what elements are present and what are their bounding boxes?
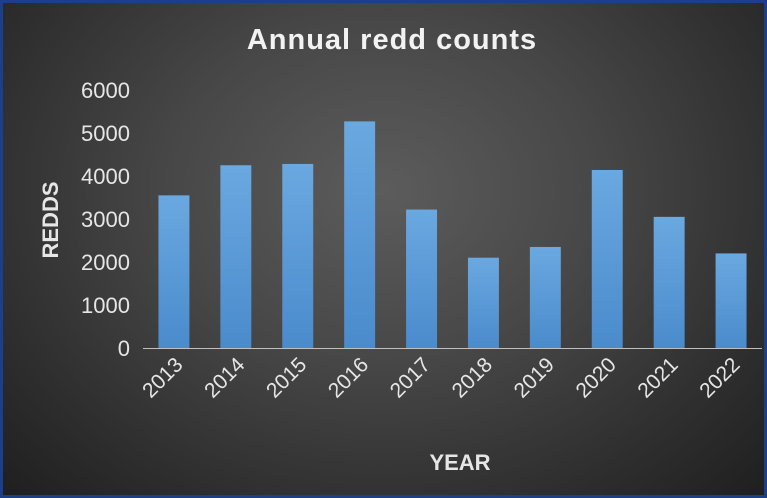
x-tick-label: 2017 [386, 353, 435, 402]
chart-title: Annual redd counts [247, 24, 537, 56]
y-tick-label: 5000 [81, 121, 130, 146]
x-tick-label: 2015 [262, 353, 311, 402]
bars-group [158, 121, 747, 348]
bar-2017 [406, 209, 438, 348]
x-tick-label: 2018 [448, 353, 497, 402]
y-tick-label: 0 [118, 336, 130, 361]
y-tick-label: 1000 [81, 293, 130, 318]
bar-2016 [344, 121, 376, 348]
x-axis-ticks: 2013 2014 2015 2016 2017 2018 2019 2020 2021 2022 [138, 353, 744, 403]
y-axis-title: REDDS [38, 181, 63, 258]
bar-2013 [158, 195, 190, 348]
bar-2022 [715, 253, 747, 348]
y-tick-label: 6000 [81, 78, 130, 103]
x-tick-label: 2020 [571, 353, 620, 402]
y-tick-label: 3000 [81, 207, 130, 232]
y-tick-label: 4000 [81, 164, 130, 189]
x-tick-label: 2022 [695, 353, 744, 402]
x-axis-title: YEAR [429, 450, 490, 475]
x-tick-label: 2019 [510, 353, 559, 402]
bar-2020 [591, 169, 623, 348]
bar-2018 [467, 257, 499, 348]
bar-2015 [282, 163, 314, 348]
x-tick-label: 2014 [200, 353, 250, 403]
y-axis-ticks: 0 1000 2000 3000 4000 5000 6000 [81, 78, 130, 361]
bar-2014 [220, 165, 252, 348]
x-tick-label: 2021 [633, 353, 682, 402]
x-tick-label: 2013 [138, 353, 187, 402]
x-tick-label: 2016 [324, 353, 373, 402]
y-tick-label: 2000 [81, 250, 130, 275]
bar-2021 [653, 216, 685, 348]
bar-2019 [529, 246, 561, 348]
